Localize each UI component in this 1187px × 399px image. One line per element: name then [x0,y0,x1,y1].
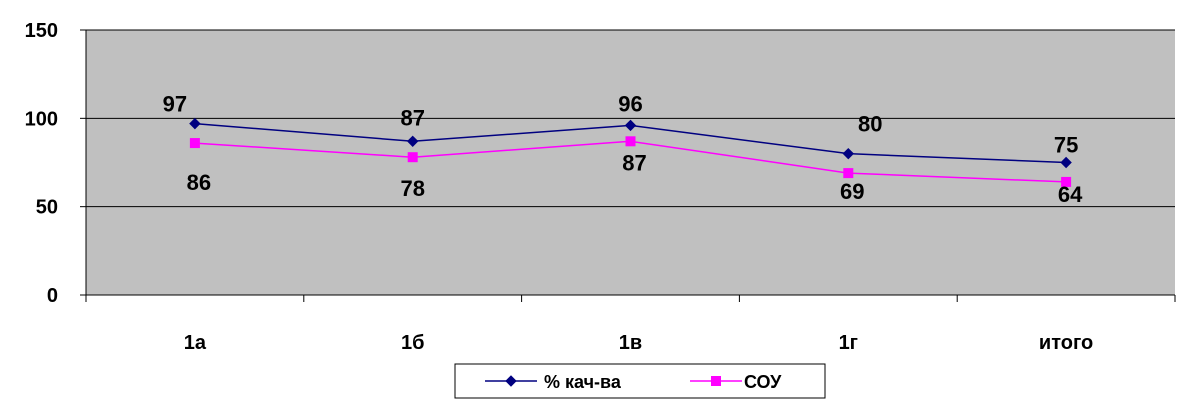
y-tick-label: 100 [25,108,58,130]
series-layer [189,117,1072,187]
data-point [407,152,418,163]
data-label: 97 [163,92,187,117]
x-tick-label: 1а [184,332,207,354]
data-label: 96 [618,91,642,116]
plot-area [86,30,1175,295]
data-label: 86 [187,170,211,195]
data-point [1060,156,1072,169]
y-tick-label: 0 [47,285,58,307]
x-tick-label: 1г [839,332,858,354]
legend-item: СОУ [690,372,782,392]
x-axis-ticks: 1а 1б 1в 1г итого [85,295,1176,354]
data-label: 87 [622,150,646,175]
legend-marker [711,376,721,386]
legend-label: % кач-ва [544,372,622,392]
data-labels: 97 87 96 80 75 86 78 87 69 64 [163,91,1083,207]
data-point [189,117,201,130]
data-point [189,138,200,149]
x-tick-label: 1в [619,332,642,354]
data-point [624,119,637,132]
data-point [625,136,636,147]
data-point [406,135,419,148]
y-tick-label: 150 [25,20,58,42]
series-2 [189,136,1072,187]
series-1 [189,117,1072,169]
y-axis-ticks: 0 50 100 150 [25,20,86,307]
data-label: 87 [400,105,424,130]
x-tick-label: 1б [401,332,424,354]
legend-label: СОУ [744,372,782,392]
data-point [843,168,854,179]
data-point [842,147,855,160]
data-label: 69 [840,179,864,204]
data-point [1061,176,1072,187]
legend-item: % кач-ва [485,372,622,392]
legend-marker [505,375,517,387]
legend: % кач-ва СОУ [454,363,826,399]
data-label: 80 [858,112,882,137]
x-tick-label: итого [1039,332,1093,354]
data-label: 64 [1058,182,1083,207]
gridlines [86,29,1175,208]
y-tick-label: 50 [36,197,58,219]
data-label: 75 [1054,133,1078,158]
data-label: 78 [400,176,424,201]
